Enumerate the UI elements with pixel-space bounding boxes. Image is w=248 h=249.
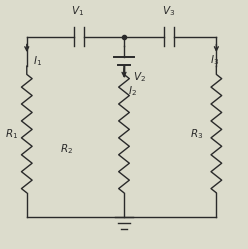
Text: $I_3$: $I_3$	[210, 53, 219, 67]
Text: $R_3$: $R_3$	[190, 127, 203, 141]
Text: $V_1$: $V_1$	[71, 4, 84, 18]
Text: $V_2$: $V_2$	[132, 70, 145, 84]
Text: $V_3$: $V_3$	[162, 4, 176, 18]
Text: $I_1$: $I_1$	[33, 54, 42, 68]
Text: $I_2$: $I_2$	[128, 85, 137, 98]
Text: $R_2$: $R_2$	[60, 142, 73, 156]
Text: $R_1$: $R_1$	[5, 127, 18, 141]
